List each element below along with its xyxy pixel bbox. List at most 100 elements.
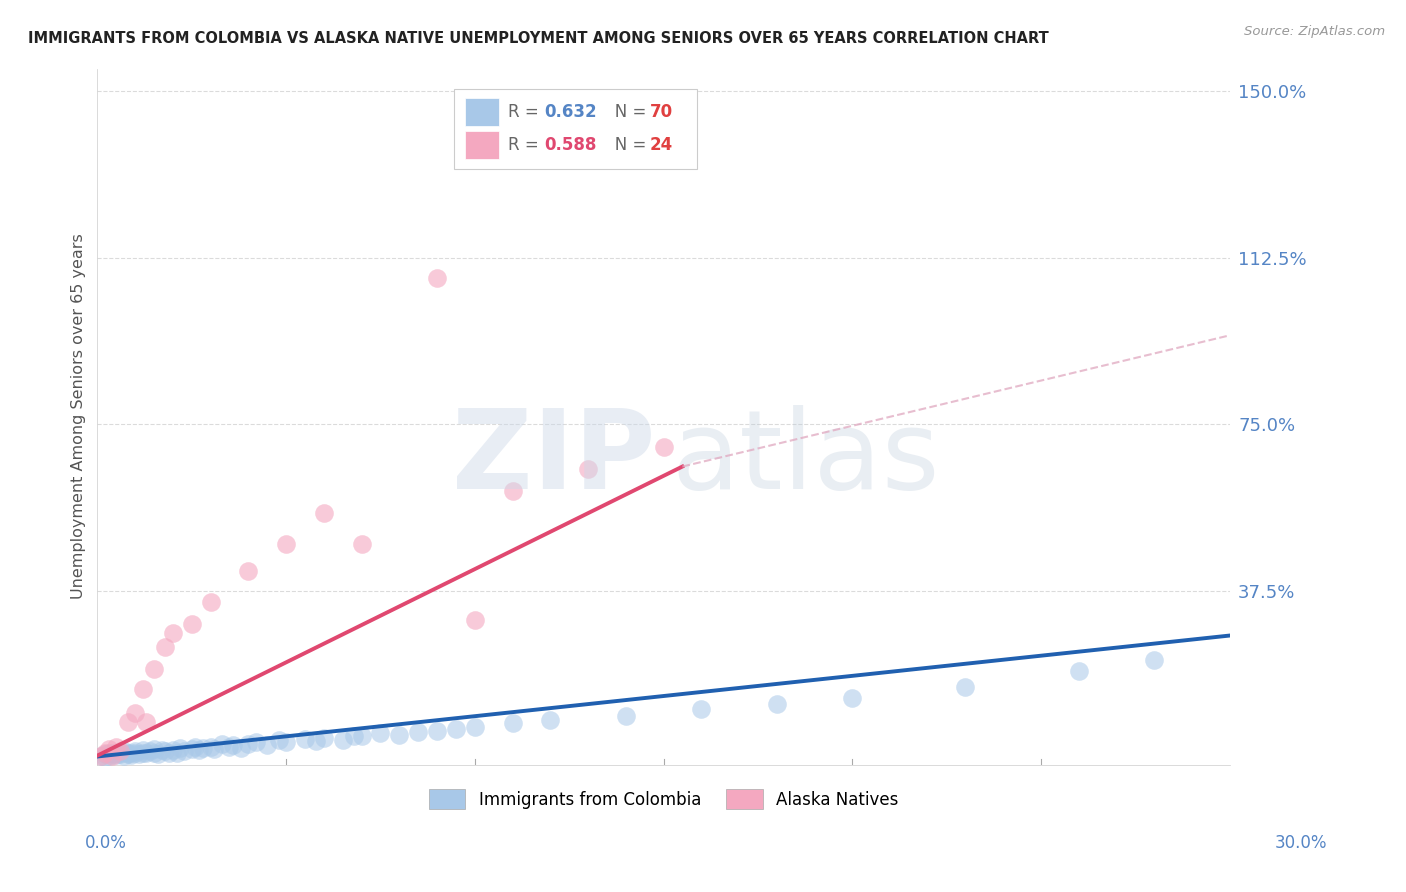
Point bbox=[652, 440, 675, 454]
Point bbox=[765, 698, 787, 712]
Point bbox=[105, 739, 128, 754]
Text: 0.0%: 0.0% bbox=[84, 834, 127, 852]
Point bbox=[131, 743, 153, 757]
Point bbox=[218, 739, 240, 754]
Point bbox=[94, 747, 117, 762]
Point bbox=[117, 747, 139, 761]
Point bbox=[406, 725, 429, 739]
Point bbox=[238, 564, 260, 578]
Text: N =: N = bbox=[599, 103, 651, 121]
Point bbox=[143, 746, 166, 760]
Point bbox=[294, 732, 316, 747]
FancyBboxPatch shape bbox=[454, 89, 697, 169]
Point bbox=[690, 702, 713, 716]
Point bbox=[117, 747, 139, 762]
Point bbox=[150, 743, 173, 757]
Point bbox=[502, 483, 524, 498]
Point bbox=[120, 746, 142, 760]
Point bbox=[146, 747, 169, 762]
Text: 30.0%: 30.0% bbox=[1274, 834, 1327, 852]
Point bbox=[90, 748, 112, 763]
Point bbox=[343, 729, 366, 743]
Point bbox=[94, 749, 117, 764]
Point bbox=[112, 744, 135, 758]
Text: 0.588: 0.588 bbox=[544, 136, 598, 154]
Point bbox=[155, 744, 177, 758]
Point bbox=[245, 735, 267, 749]
Point bbox=[135, 715, 157, 730]
Point bbox=[1067, 664, 1090, 678]
Point bbox=[120, 748, 142, 763]
Point bbox=[274, 537, 297, 551]
Text: Source: ZipAtlas.com: Source: ZipAtlas.com bbox=[1244, 25, 1385, 38]
Point bbox=[105, 747, 128, 761]
Point bbox=[105, 748, 128, 763]
Point bbox=[332, 733, 354, 747]
Point bbox=[117, 715, 139, 730]
Point bbox=[576, 462, 599, 476]
Point bbox=[538, 713, 561, 727]
Point bbox=[101, 747, 124, 762]
Point bbox=[112, 748, 135, 763]
Text: R =: R = bbox=[509, 136, 544, 154]
Point bbox=[370, 726, 392, 740]
Y-axis label: Unemployment Among Seniors over 65 years: Unemployment Among Seniors over 65 years bbox=[72, 234, 86, 599]
Point bbox=[464, 613, 486, 627]
Point bbox=[131, 746, 153, 760]
Point bbox=[312, 506, 335, 520]
Point bbox=[90, 748, 112, 763]
Point bbox=[350, 730, 373, 744]
Point bbox=[155, 640, 177, 654]
Point bbox=[108, 744, 131, 758]
Point bbox=[97, 742, 120, 756]
Point bbox=[200, 595, 222, 609]
Point bbox=[388, 728, 411, 742]
Point bbox=[157, 747, 180, 761]
Point bbox=[124, 744, 146, 758]
Text: 70: 70 bbox=[650, 103, 673, 121]
Point bbox=[173, 744, 195, 758]
Point bbox=[200, 739, 222, 754]
Point bbox=[955, 680, 977, 694]
Text: R =: R = bbox=[509, 103, 544, 121]
Text: atlas: atlas bbox=[672, 405, 941, 512]
Text: 0.632: 0.632 bbox=[544, 103, 598, 121]
Text: N =: N = bbox=[599, 136, 651, 154]
Point bbox=[131, 681, 153, 696]
Point bbox=[426, 270, 449, 285]
Legend: Immigrants from Colombia, Alaska Natives: Immigrants from Colombia, Alaska Natives bbox=[422, 783, 905, 815]
Point bbox=[97, 748, 120, 763]
Point bbox=[184, 739, 207, 754]
Point bbox=[426, 724, 449, 739]
Point bbox=[124, 706, 146, 721]
Point bbox=[464, 720, 486, 734]
Point bbox=[211, 738, 233, 752]
Point bbox=[101, 748, 124, 763]
Text: ZIP: ZIP bbox=[453, 405, 655, 512]
Point bbox=[841, 690, 863, 705]
Point bbox=[191, 741, 214, 756]
Point bbox=[444, 722, 467, 736]
Text: 24: 24 bbox=[650, 136, 673, 154]
Point bbox=[162, 626, 184, 640]
Point bbox=[143, 662, 166, 676]
Point bbox=[108, 747, 131, 762]
Point bbox=[305, 734, 328, 748]
Point bbox=[180, 617, 202, 632]
Point bbox=[101, 746, 124, 760]
Point bbox=[350, 537, 373, 551]
Point bbox=[1143, 653, 1166, 667]
Point bbox=[169, 741, 191, 756]
Point bbox=[124, 747, 146, 761]
Point bbox=[229, 741, 252, 756]
Point bbox=[256, 739, 278, 753]
Point bbox=[188, 743, 211, 757]
FancyBboxPatch shape bbox=[465, 98, 499, 127]
Point bbox=[162, 743, 184, 757]
Point bbox=[128, 747, 150, 762]
Point bbox=[312, 731, 335, 745]
Point bbox=[108, 746, 131, 760]
Point bbox=[143, 742, 166, 756]
Point bbox=[238, 738, 260, 752]
Point bbox=[166, 746, 188, 760]
